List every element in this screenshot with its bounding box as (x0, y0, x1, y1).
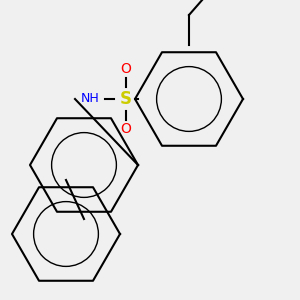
Text: O: O (121, 62, 131, 76)
Text: O: O (121, 122, 131, 136)
Text: S: S (120, 90, 132, 108)
Text: NH: NH (81, 92, 99, 106)
